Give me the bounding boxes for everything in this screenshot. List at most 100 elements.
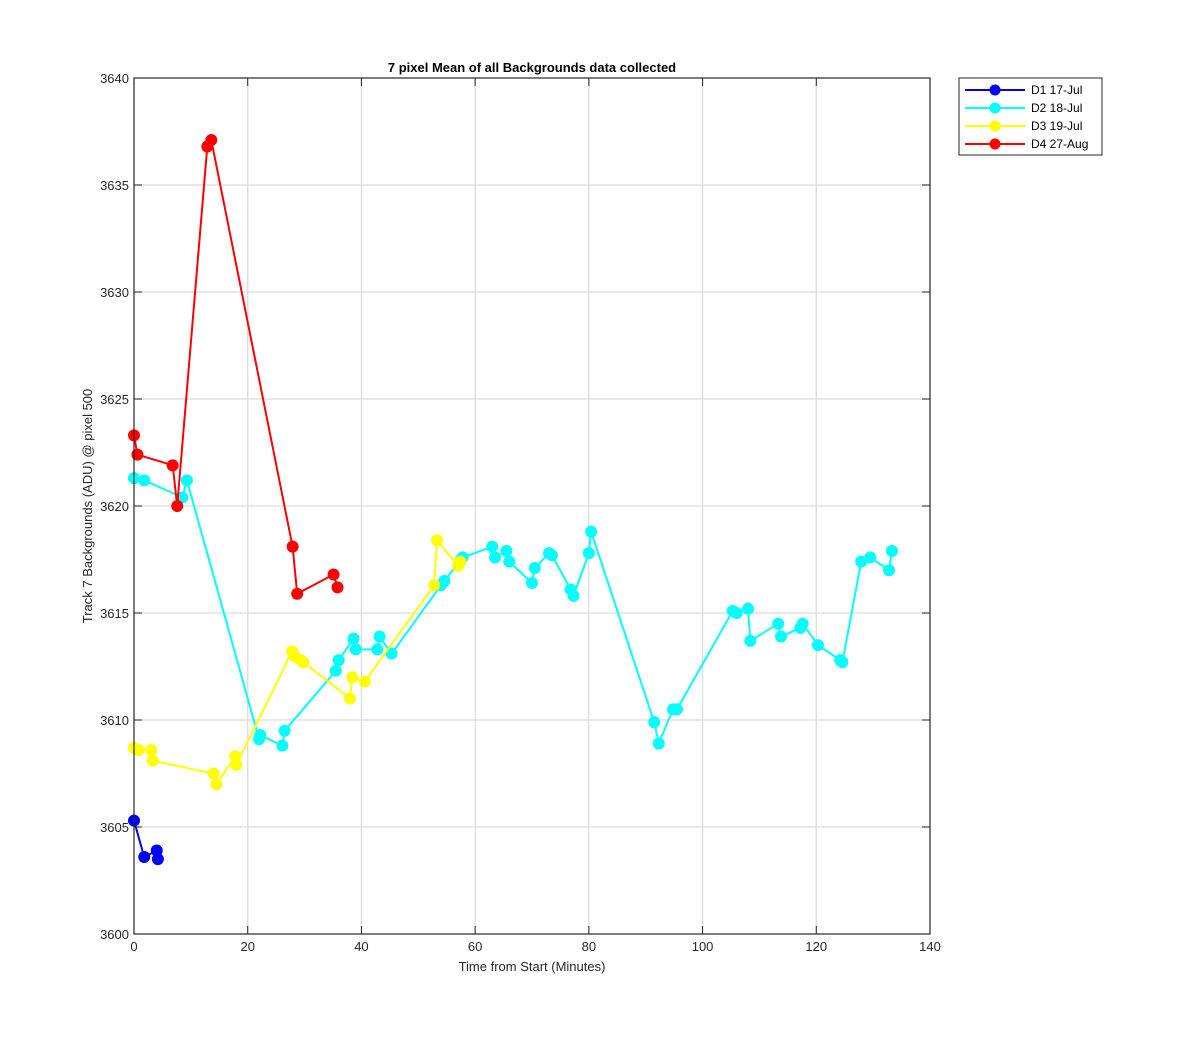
- y-tick-label: 3605: [100, 820, 129, 835]
- data-point: [489, 551, 502, 564]
- data-point: [138, 474, 151, 487]
- y-axis-label: Track 7 Backgrounds (ADU) @ pixel 500: [80, 389, 95, 624]
- legend-item: D3 19-Jul: [965, 119, 1082, 133]
- data-point: [811, 639, 824, 652]
- data-point: [742, 602, 755, 615]
- legend: D1 17-Jul D2 18-Jul D3 19-Jul D4 27-Aug: [958, 77, 1103, 156]
- data-point: [132, 743, 145, 756]
- data-point: [373, 630, 386, 643]
- x-tick-label: 20: [240, 939, 254, 954]
- data-point: [332, 654, 345, 667]
- data-point: [344, 692, 357, 705]
- data-point: [166, 459, 179, 472]
- data-point: [775, 630, 788, 643]
- data-point: [347, 632, 360, 645]
- data-point: [796, 617, 809, 630]
- data-point: [582, 547, 595, 560]
- x-tick-label: 60: [468, 939, 482, 954]
- series-layer: [128, 134, 898, 866]
- legend-marker: [989, 102, 1001, 114]
- x-tick-label: 120: [805, 939, 827, 954]
- series-3: [128, 534, 467, 791]
- data-point: [503, 555, 516, 568]
- data-point: [151, 853, 164, 866]
- y-tick-label: 3635: [100, 178, 129, 193]
- legend-marker: [989, 138, 1001, 150]
- chart-title: 7 pixel Mean of all Backgrounds data col…: [388, 60, 676, 75]
- y-tick-label: 3615: [100, 606, 129, 621]
- data-point: [230, 758, 243, 771]
- data-point: [207, 767, 220, 780]
- legend-marker: [989, 120, 1001, 132]
- y-tick-label: 3620: [100, 499, 129, 514]
- x-tick-label: 0: [130, 939, 137, 954]
- data-point: [297, 656, 310, 669]
- data-point: [349, 643, 362, 656]
- series-4: [128, 134, 344, 600]
- data-point: [454, 555, 467, 568]
- y-tick-label: 3610: [100, 713, 129, 728]
- data-point: [358, 675, 371, 688]
- data-point: [210, 778, 223, 791]
- data-point: [730, 607, 743, 619]
- data-point: [545, 549, 558, 562]
- y-tick-label: 3600: [100, 927, 129, 942]
- data-point: [652, 737, 665, 750]
- data-point: [864, 551, 877, 564]
- x-tick-label: 80: [582, 939, 596, 954]
- data-point: [138, 850, 151, 863]
- data-point: [744, 634, 757, 647]
- x-tick-label: 40: [354, 939, 368, 954]
- y-tick-label: 3630: [100, 285, 129, 300]
- legend-marker: [989, 84, 1001, 96]
- data-point: [567, 589, 580, 602]
- data-point: [431, 534, 444, 547]
- x-axis-label: Time from Start (Minutes): [459, 959, 606, 974]
- data-point: [526, 577, 538, 590]
- legend-label: D3 19-Jul: [1031, 119, 1082, 133]
- legend-label: D2 18-Jul: [1031, 101, 1082, 115]
- data-point: [146, 754, 159, 767]
- data-point: [254, 728, 267, 741]
- data-point: [291, 587, 304, 600]
- x-tick-label: 140: [919, 939, 941, 954]
- data-point: [428, 579, 441, 592]
- data-point: [145, 743, 158, 756]
- x-tick-label: 100: [692, 939, 714, 954]
- data-point: [276, 739, 289, 752]
- data-point: [836, 656, 849, 669]
- data-point: [528, 562, 541, 575]
- data-point: [131, 448, 144, 461]
- data-point: [486, 540, 499, 553]
- data-point: [346, 671, 359, 684]
- series-1: [128, 814, 164, 866]
- data-point: [371, 643, 384, 656]
- legend-label: D1 17-Jul: [1031, 83, 1082, 97]
- y-tick-label: 3625: [100, 392, 129, 407]
- legend-item: D4 27-Aug: [965, 137, 1088, 151]
- data-point: [772, 617, 785, 630]
- data-point: [500, 544, 513, 557]
- data-point: [885, 544, 898, 557]
- data-point: [883, 564, 896, 577]
- data-point: [329, 664, 342, 677]
- data-point: [438, 574, 451, 587]
- data-point: [670, 703, 683, 716]
- grid: [134, 78, 930, 934]
- ticks: 0 20 40 60 80 100 120 140 3600 3605 3610 3615 3620 36…: [100, 71, 941, 954]
- data-point: [171, 500, 184, 512]
- data-point: [648, 716, 661, 729]
- data-point: [327, 568, 340, 581]
- legend-item: D1 17-Jul: [965, 83, 1082, 97]
- data-point: [331, 581, 344, 594]
- data-point: [278, 724, 291, 737]
- data-point: [286, 540, 299, 553]
- y-tick-label: 3640: [100, 71, 129, 86]
- data-point: [585, 525, 598, 538]
- legend-item: D2 18-Jul: [965, 101, 1082, 115]
- data-point: [205, 134, 218, 147]
- legend-label: D4 27-Aug: [1031, 137, 1088, 151]
- series-2: [128, 472, 898, 752]
- data-point: [180, 474, 193, 487]
